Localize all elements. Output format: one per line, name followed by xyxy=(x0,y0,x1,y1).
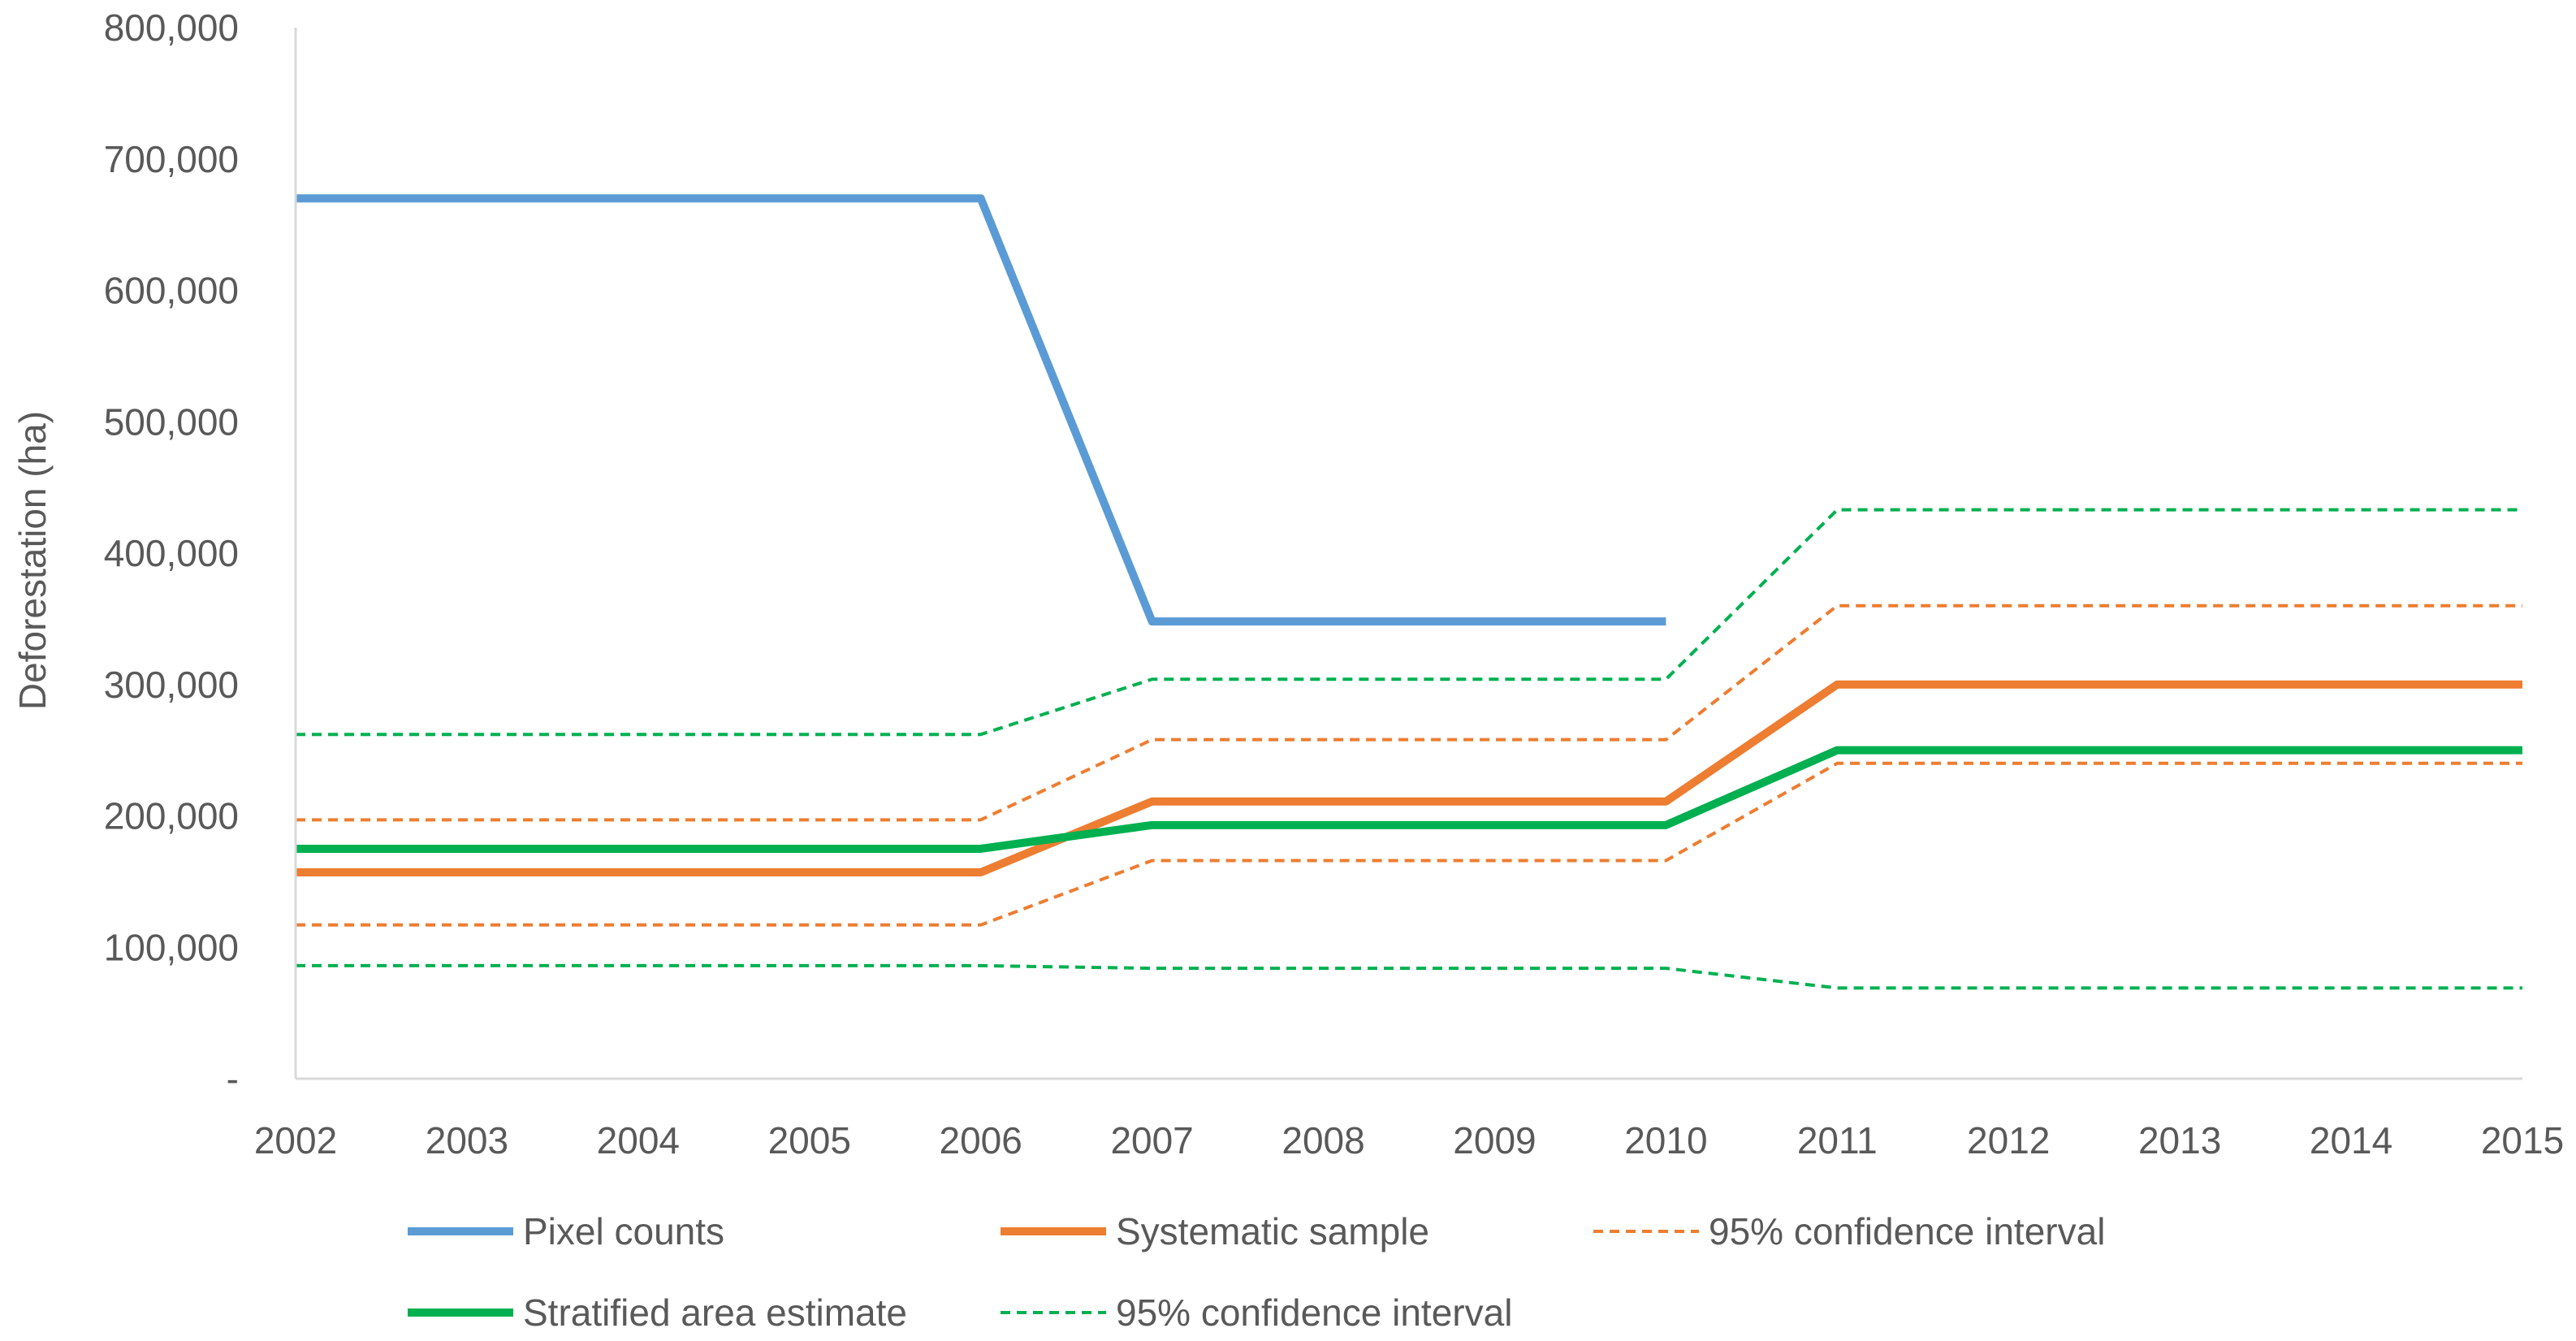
series-lines xyxy=(296,194,2522,990)
legend-item: 95% confidence interval xyxy=(1001,1291,1512,1334)
legend-item: 95% confidence interval xyxy=(1593,1210,2105,1252)
y-tick-label: 100,000 xyxy=(104,926,239,968)
legend-label: Systematic sample xyxy=(1116,1210,1429,1252)
legend: Pixel counts Systematic sample 95% confide… xyxy=(408,1210,2105,1334)
x-tick-label: 2014 xyxy=(2310,1119,2392,1161)
y-tick-label: 200,000 xyxy=(104,795,239,837)
legend-item: Stratified area estimate xyxy=(408,1291,907,1334)
x-axis-ticks: 2002 2003 2004 2005 2006 2007 2008 2009 2010 2011… xyxy=(254,1119,2564,1161)
series-line-pixel-counts xyxy=(296,194,1666,626)
x-tick-label: 2013 xyxy=(2138,1119,2221,1161)
x-tick-label: 2012 xyxy=(1967,1119,2050,1161)
x-tick-label: 2015 xyxy=(2481,1119,2564,1161)
y-tick-label: 400,000 xyxy=(104,532,239,574)
y-tick-label: 500,000 xyxy=(104,400,239,443)
x-tick-label: 2010 xyxy=(1624,1119,1707,1161)
x-tick-label: 2008 xyxy=(1282,1119,1364,1161)
series-line-systematic-sample xyxy=(296,680,2522,877)
axes xyxy=(294,28,2522,1080)
y-tick-label: 700,000 xyxy=(104,138,239,180)
legend-label: Pixel counts xyxy=(523,1210,724,1252)
x-tick-label: 2005 xyxy=(768,1119,851,1161)
x-tick-label: 2007 xyxy=(1110,1119,1193,1161)
x-tick-label: 2002 xyxy=(254,1119,337,1161)
y-tick-label: 800,000 xyxy=(104,6,239,49)
legend-label: 95% confidence interval xyxy=(1116,1291,1512,1334)
series-line-stratified-estimate xyxy=(296,746,2522,853)
series-line-systematic-ci-lower xyxy=(296,761,2522,927)
series-line-stratified-ci-upper xyxy=(296,508,2522,737)
legend-item: Systematic sample xyxy=(1001,1210,1429,1252)
y-axis-ticks: - 100,000 200,000 300,000 400,000 500,000 600,… xyxy=(104,6,239,1100)
legend-item: Pixel counts xyxy=(408,1210,724,1252)
y-tick-label: 300,000 xyxy=(104,664,239,706)
x-tick-label: 2009 xyxy=(1453,1119,1536,1161)
y-tick-label: 600,000 xyxy=(104,270,239,312)
series-line-systematic-ci-upper xyxy=(296,603,2522,822)
legend-label: 95% confidence interval xyxy=(1709,1210,2105,1252)
x-tick-label: 2004 xyxy=(597,1119,680,1161)
x-tick-label: 2003 xyxy=(426,1119,508,1161)
legend-label: Stratified area estimate xyxy=(523,1291,907,1334)
x-tick-label: 2006 xyxy=(940,1119,1022,1161)
y-axis-title: Deforestation (ha) xyxy=(11,411,54,710)
y-tick-label: - xyxy=(227,1058,239,1100)
series-line-stratified-ci-lower xyxy=(296,963,2522,990)
x-tick-label: 2011 xyxy=(1797,1119,1878,1161)
